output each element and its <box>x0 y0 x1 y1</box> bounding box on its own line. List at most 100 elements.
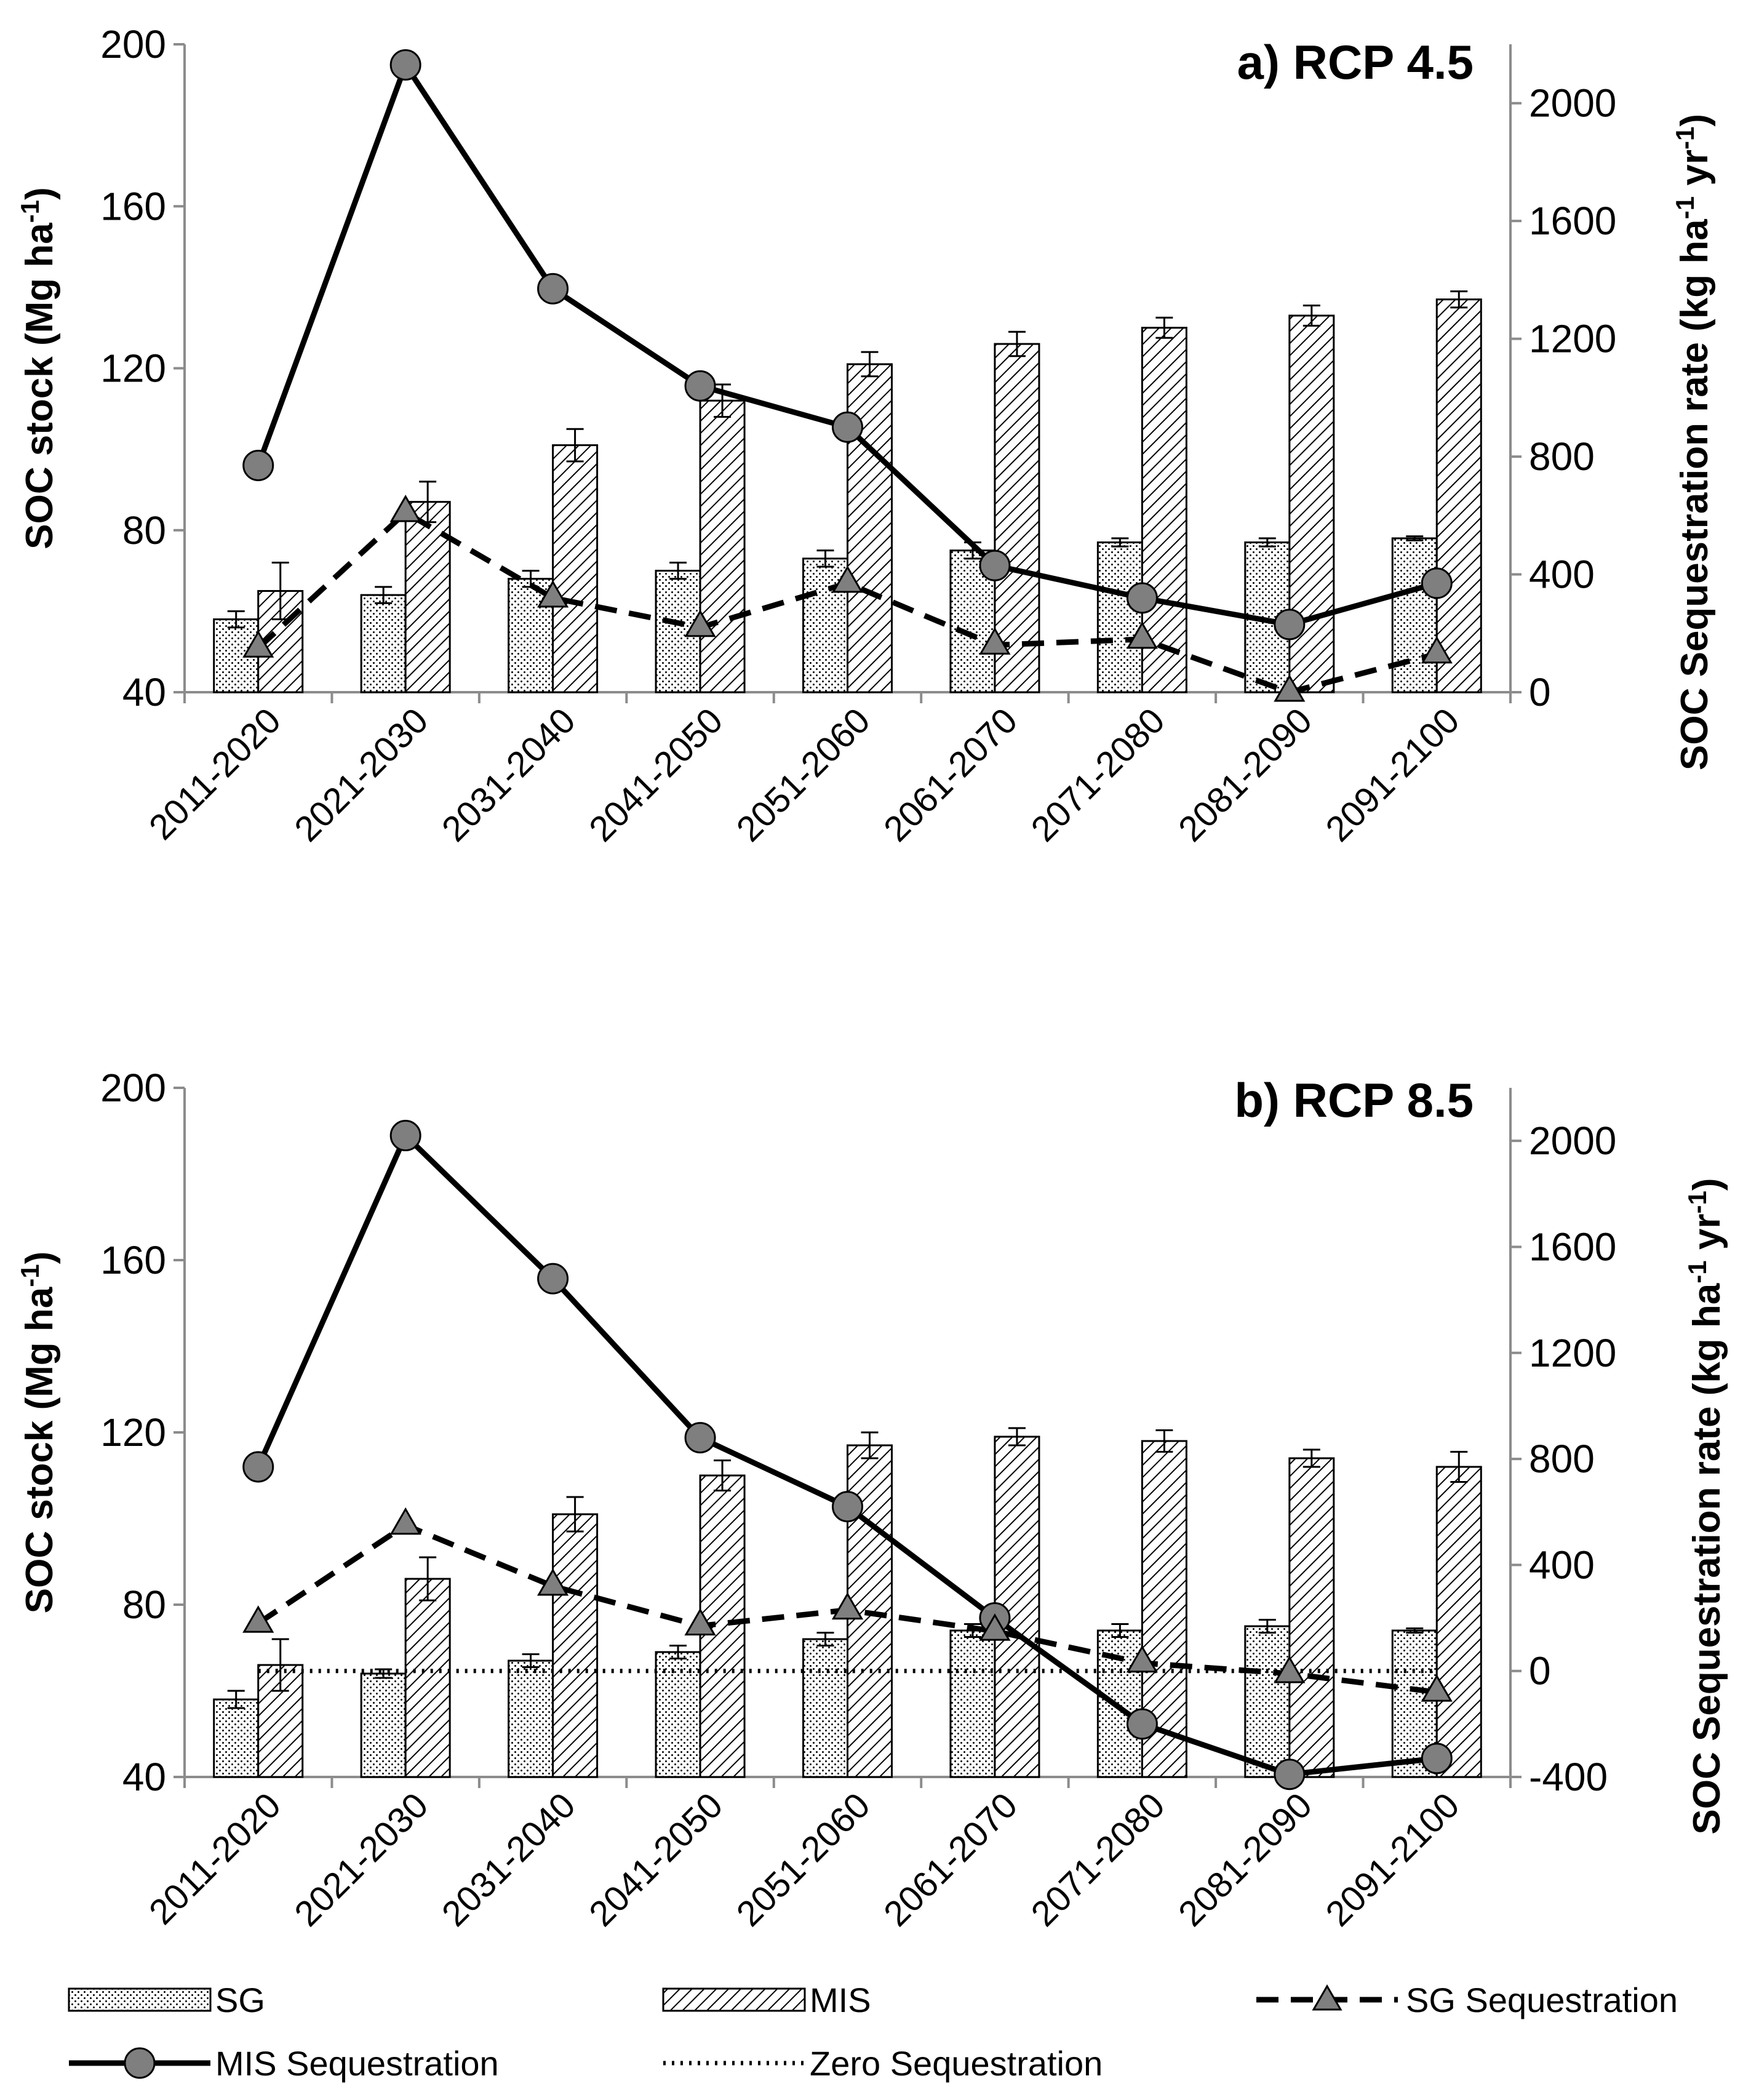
left-tick-label: 200 <box>100 1066 166 1110</box>
bar-sg-2051-2060 <box>802 1638 848 1778</box>
bar-mis-2031-2040 <box>552 1513 599 1778</box>
right-tick-label: 1200 <box>1529 317 1616 361</box>
bar-mis-2021-2030 <box>404 1578 451 1778</box>
category-label-2081-2090: 2081-2090 <box>1171 700 1320 849</box>
right-tick-label: 400 <box>1529 553 1595 597</box>
marker-mis-sequestration-2011-2020 <box>242 1451 274 1483</box>
marker-sg-sequestration-2081-2090 <box>1274 674 1306 702</box>
right-tick-label: 1600 <box>1529 199 1616 243</box>
category-label-2011-2020: 2011-2020 <box>142 1785 289 1932</box>
chart-panel-rcp45: 408012016020004008001200160020002011-202… <box>15 22 1716 849</box>
marker-mis-sequestration-2041-2050 <box>684 1422 716 1454</box>
marker-sg-sequestration-2031-2040 <box>537 580 569 608</box>
marker-sg-sequestration-2021-2030 <box>389 1507 421 1535</box>
right-tick-label: 800 <box>1529 434 1595 479</box>
marker-sg-sequestration-2071-2080 <box>1126 1645 1158 1673</box>
bar-sg-2011-2020 <box>213 1698 260 1778</box>
left-tick-label: 80 <box>122 508 166 553</box>
bar-sg-2021-2030 <box>360 594 407 693</box>
left-tick-label: 40 <box>122 670 166 714</box>
marker-sg-sequestration-2011-2020 <box>242 630 274 658</box>
legend-marker-mis-seq <box>124 2047 156 2079</box>
category-label-2011-2020: 2011-2020 <box>142 700 289 847</box>
category-label-2061-2070: 2061-2070 <box>876 700 1025 849</box>
category-label-2041-2050: 2041-2050 <box>581 1785 730 1934</box>
marker-sg-sequestration-2081-2090 <box>1274 1655 1306 1683</box>
marker-sg-sequestration-2071-2080 <box>1126 621 1158 649</box>
marker-sg-sequestration-2061-2070 <box>979 627 1011 655</box>
marker-mis-sequestration-2091-2100 <box>1421 567 1453 599</box>
marker-sg-sequestration-2091-2100 <box>1421 636 1453 664</box>
right-tick-label: 800 <box>1529 1437 1595 1481</box>
marker-mis-sequestration-2051-2060 <box>832 1491 863 1523</box>
left-tick-label: 80 <box>122 1583 166 1627</box>
left-tick-label: 160 <box>100 184 166 228</box>
bar-sg-2091-2100 <box>1391 537 1438 693</box>
category-label-2091-2100: 2091-2100 <box>1318 700 1467 849</box>
marker-sg-sequestration-2061-2070 <box>979 1613 1011 1641</box>
marker-mis-sequestration-2081-2090 <box>1274 609 1306 641</box>
category-label-2071-2080: 2071-2080 <box>1023 1785 1172 1934</box>
legend-swatch-mis <box>662 1987 806 2012</box>
right-tick-label: 2000 <box>1529 81 1616 126</box>
marker-mis-sequestration-2011-2020 <box>242 449 274 481</box>
marker-mis-sequestration-2071-2080 <box>1126 582 1158 614</box>
right-tick-label: 0 <box>1529 670 1551 714</box>
bar-sg-2061-2070 <box>949 1629 996 1778</box>
legend-label-mis-seq: MIS Sequestration <box>215 2044 499 2083</box>
bar-mis-2041-2050 <box>699 399 746 693</box>
category-label-2031-2040: 2031-2040 <box>434 1785 583 1934</box>
legend-marker-sg-seq <box>1312 1984 1342 2011</box>
marker-mis-sequestration-2071-2080 <box>1126 1708 1158 1740</box>
bar-sg-2031-2040 <box>508 1659 554 1778</box>
left-tick-label: 200 <box>100 22 166 66</box>
marker-mis-sequestration-2061-2070 <box>979 549 1011 581</box>
marker-mis-sequestration-2041-2050 <box>684 370 716 402</box>
right-tick-label: 400 <box>1529 1543 1595 1587</box>
left-tick-label: 120 <box>100 346 166 391</box>
category-label-2051-2060: 2051-2060 <box>729 1785 878 1934</box>
marker-mis-sequestration-2021-2030 <box>389 1120 421 1152</box>
legend-label-mis: MIS <box>810 1981 871 2019</box>
legend-label-sg-seq: SG Sequestration <box>1406 1981 1678 2019</box>
marker-sg-sequestration-2021-2030 <box>389 495 421 522</box>
category-label-2051-2060: 2051-2060 <box>729 700 878 849</box>
marker-mis-sequestration-2091-2100 <box>1421 1743 1453 1775</box>
left-axis-title: SOC stock (Mg ha-1) <box>15 187 61 549</box>
panel-title: b) RCP 8.5 <box>1234 1073 1474 1127</box>
category-label-2041-2050: 2041-2050 <box>581 700 730 849</box>
legend-swatch-sg <box>68 1987 212 2012</box>
category-label-2021-2030: 2021-2030 <box>287 700 436 849</box>
marker-mis-sequestration-2031-2040 <box>537 1263 569 1295</box>
right-axis-title: SOC Sequestration rate (kg ha-1 yr-1) <box>1683 1178 1728 1835</box>
category-label-2061-2070: 2061-2070 <box>876 1785 1025 1934</box>
marker-mis-sequestration-2021-2030 <box>389 49 421 81</box>
category-label-2081-2090: 2081-2090 <box>1171 1785 1320 1934</box>
right-tick-label: 1600 <box>1529 1224 1616 1269</box>
right-tick-label: -400 <box>1529 1755 1608 1799</box>
marker-sg-sequestration-2041-2050 <box>684 609 716 637</box>
bar-sg-2071-2080 <box>1096 541 1143 693</box>
marker-sg-sequestration-2041-2050 <box>684 1608 716 1635</box>
legend-label-zero-seq: Zero Sequestration <box>810 2044 1103 2083</box>
bar-mis-2071-2080 <box>1141 1440 1187 1778</box>
right-tick-label: 2000 <box>1529 1119 1616 1163</box>
marker-mis-sequestration-2081-2090 <box>1274 1759 1306 1791</box>
category-label-2071-2080: 2071-2080 <box>1023 700 1172 849</box>
bar-mis-2091-2100 <box>1435 298 1482 693</box>
category-label-2091-2100: 2091-2100 <box>1318 1785 1467 1934</box>
chart-panel-rcp85: 40 80 120 160 200 -400 0 400 800 1200 1600 2000 2011… <box>15 1066 1728 1934</box>
marker-sg-sequestration-2051-2060 <box>831 565 864 593</box>
bar-mis-2091-2100 <box>1435 1466 1482 1778</box>
marker-sg-sequestration-2091-2100 <box>1421 1674 1453 1702</box>
bar-mis-2021-2030 <box>404 501 451 693</box>
marker-mis-sequestration-2051-2060 <box>832 411 863 443</box>
bar-mis-2031-2040 <box>552 444 599 693</box>
right-tick-label: 0 <box>1529 1649 1551 1693</box>
right-axis-title: SOC Sequestration rate (kg ha-1 yr-1) <box>1670 114 1716 770</box>
bar-sg-2021-2030 <box>360 1672 407 1778</box>
left-tick-label: 160 <box>100 1238 166 1282</box>
category-label-2031-2040: 2031-2040 <box>434 700 583 849</box>
marker-sg-sequestration-2031-2040 <box>537 1568 569 1596</box>
left-tick-label: 40 <box>122 1755 166 1799</box>
